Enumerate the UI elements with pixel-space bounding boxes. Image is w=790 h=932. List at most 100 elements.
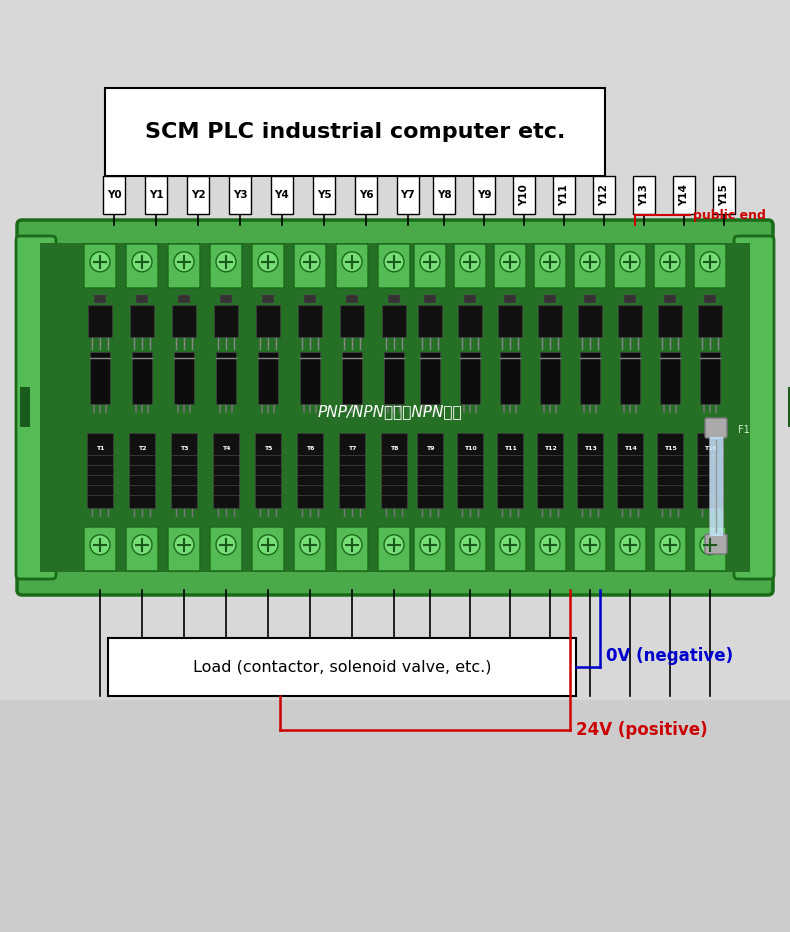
Bar — [618, 305, 642, 337]
Bar — [187, 176, 209, 214]
Bar — [424, 295, 436, 303]
Bar — [553, 176, 575, 214]
Circle shape — [90, 252, 110, 272]
FancyBboxPatch shape — [378, 527, 410, 571]
Text: Y12: Y12 — [599, 184, 609, 206]
Text: Y4: Y4 — [275, 190, 289, 200]
Bar — [788, 387, 790, 427]
FancyBboxPatch shape — [17, 220, 773, 595]
Bar — [132, 352, 152, 404]
FancyBboxPatch shape — [694, 244, 726, 288]
FancyBboxPatch shape — [534, 244, 566, 288]
Circle shape — [384, 252, 404, 272]
Bar — [657, 433, 683, 508]
Text: T8: T8 — [389, 445, 398, 450]
Bar — [255, 433, 281, 508]
FancyBboxPatch shape — [378, 244, 410, 288]
Circle shape — [132, 252, 152, 272]
Bar — [87, 433, 113, 508]
FancyBboxPatch shape — [614, 244, 646, 288]
Bar — [300, 352, 320, 404]
Bar — [458, 305, 482, 337]
FancyBboxPatch shape — [654, 527, 686, 571]
Bar — [420, 352, 440, 404]
Bar — [538, 305, 562, 337]
FancyBboxPatch shape — [534, 527, 566, 571]
Circle shape — [580, 535, 600, 555]
Bar — [537, 433, 563, 508]
Circle shape — [132, 535, 152, 555]
FancyBboxPatch shape — [168, 527, 200, 571]
Bar — [216, 352, 236, 404]
Bar — [540, 352, 560, 404]
Bar — [544, 295, 556, 303]
Circle shape — [620, 252, 640, 272]
Bar — [304, 295, 316, 303]
Bar — [174, 352, 194, 404]
Bar — [339, 433, 365, 508]
FancyBboxPatch shape — [705, 418, 727, 438]
FancyBboxPatch shape — [252, 527, 284, 571]
FancyBboxPatch shape — [336, 527, 368, 571]
FancyBboxPatch shape — [210, 527, 242, 571]
Text: T11: T11 — [503, 445, 517, 450]
Bar — [633, 176, 655, 214]
Bar — [500, 352, 520, 404]
Bar — [700, 352, 720, 404]
Text: Y1: Y1 — [149, 190, 164, 200]
Bar — [417, 433, 443, 508]
Circle shape — [258, 535, 278, 555]
Bar — [0, 0, 790, 700]
Circle shape — [300, 252, 320, 272]
Bar — [108, 638, 576, 696]
Bar — [418, 305, 442, 337]
Bar — [578, 305, 602, 337]
Circle shape — [500, 535, 520, 555]
Bar — [504, 295, 516, 303]
FancyBboxPatch shape — [494, 244, 526, 288]
FancyBboxPatch shape — [84, 244, 116, 288]
Bar — [577, 433, 603, 508]
Bar — [220, 295, 232, 303]
Bar — [624, 295, 636, 303]
Circle shape — [342, 535, 362, 555]
Bar — [213, 433, 239, 508]
Bar — [617, 433, 643, 508]
Text: T6: T6 — [306, 445, 314, 450]
Text: T12: T12 — [544, 445, 556, 450]
Bar — [382, 305, 406, 337]
Circle shape — [660, 535, 680, 555]
Circle shape — [700, 252, 720, 272]
Bar — [498, 305, 522, 337]
Text: T3: T3 — [180, 445, 188, 450]
Bar — [342, 352, 362, 404]
Circle shape — [300, 535, 320, 555]
Bar — [258, 352, 278, 404]
Bar — [473, 176, 495, 214]
Text: Load (contactor, solenoid valve, etc.): Load (contactor, solenoid valve, etc.) — [193, 660, 491, 675]
Bar — [620, 352, 640, 404]
Text: SCM PLC industrial computer etc.: SCM PLC industrial computer etc. — [145, 122, 565, 142]
Bar — [704, 295, 716, 303]
Text: T9: T9 — [426, 445, 434, 450]
Circle shape — [460, 535, 480, 555]
Bar — [673, 176, 695, 214]
Text: T1: T1 — [96, 445, 104, 450]
Circle shape — [620, 535, 640, 555]
Bar — [660, 352, 680, 404]
Bar — [397, 176, 419, 214]
Circle shape — [384, 535, 404, 555]
Bar — [145, 176, 167, 214]
Bar — [584, 295, 596, 303]
FancyBboxPatch shape — [694, 527, 726, 571]
Circle shape — [660, 252, 680, 272]
Bar — [171, 433, 197, 508]
Text: 0V (negative): 0V (negative) — [606, 647, 733, 665]
Bar — [593, 176, 615, 214]
FancyBboxPatch shape — [494, 527, 526, 571]
Bar — [94, 295, 106, 303]
Bar — [709, 436, 723, 536]
Circle shape — [700, 535, 720, 555]
Text: PNP/NPN输入，NPN输出: PNP/NPN输入，NPN输出 — [318, 404, 462, 419]
FancyBboxPatch shape — [414, 244, 446, 288]
